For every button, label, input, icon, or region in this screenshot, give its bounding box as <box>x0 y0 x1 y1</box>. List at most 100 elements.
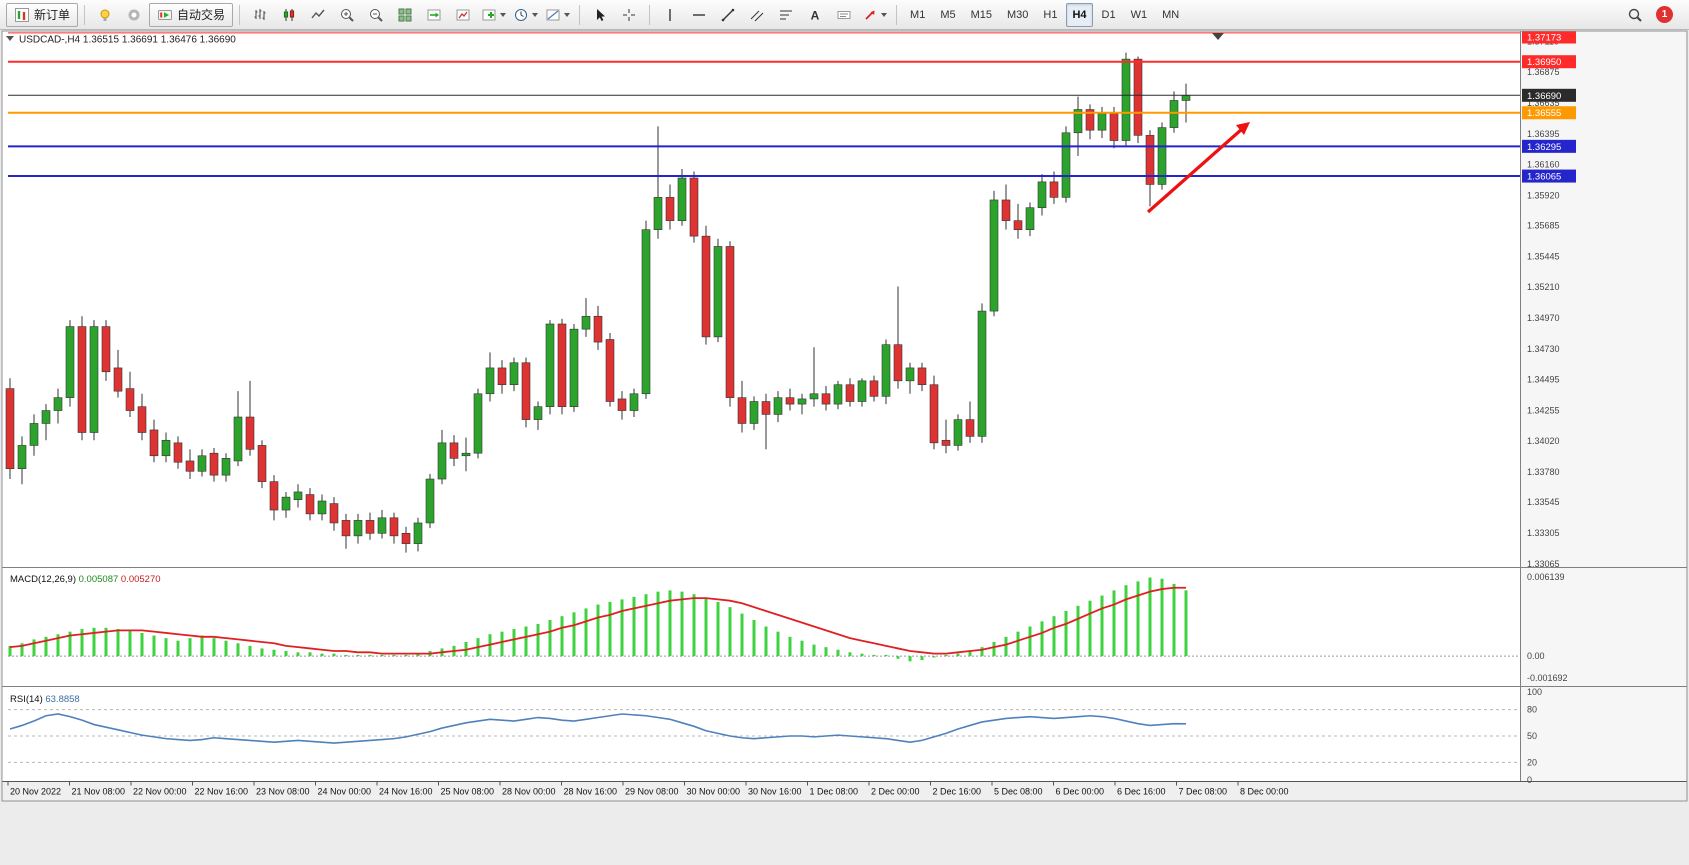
timeframe-m15-button[interactable]: M15 <box>970 8 992 21</box>
svg-text:100: 100 <box>1527 687 1542 697</box>
svg-text:6 Dec 16:00: 6 Dec 16:00 <box>1117 787 1166 797</box>
chart-title: USDCAD-,H4 1.36515 1.36691 1.36476 1.366… <box>6 35 236 46</box>
tile-windows-icon <box>398 8 412 21</box>
autotrade-label: 自动交易 <box>177 8 226 22</box>
svg-text:22 Nov 16:00: 22 Nov 16:00 <box>195 787 249 797</box>
svg-text:1.36635: 1.36635 <box>1527 98 1560 108</box>
toolbar-separator <box>649 4 651 25</box>
timeframe-m5-button[interactable]: M5 <box>940 8 956 21</box>
periods-button[interactable] <box>510 3 541 27</box>
templates-button[interactable] <box>542 3 573 27</box>
signals-button[interactable] <box>91 3 119 27</box>
svg-text:30 Nov 00:00: 30 Nov 00:00 <box>687 787 741 797</box>
svg-text:USDCAD-,H4 1.36515 1.36691 1.: USDCAD-,H4 1.36515 1.36691 1.36476 1.366… <box>19 35 236 46</box>
timeframe-mn-button[interactable]: MN <box>1162 8 1180 21</box>
new-chart-button[interactable] <box>478 3 509 27</box>
fibonacci-tool-button[interactable] <box>772 3 800 27</box>
cursor-icon <box>597 8 606 21</box>
dropdown-caret-icon <box>532 12 539 17</box>
search-button[interactable] <box>1621 3 1649 27</box>
time-scale-labels: 20 Nov 2022 21 Nov 08:00 22 Nov 00:00 22 No… <box>7 781 1289 797</box>
arrows-tool-button[interactable] <box>859 3 890 27</box>
crosshair-button[interactable] <box>615 3 643 27</box>
crosshair-icon <box>623 8 636 21</box>
svg-text:1.35920: 1.35920 <box>1527 190 1560 200</box>
vertical-line-tool-button[interactable] <box>656 3 684 27</box>
svg-text:2 Dec 00:00: 2 Dec 00:00 <box>871 787 920 797</box>
horizontal-line-tool-button[interactable] <box>685 3 713 27</box>
chart-shift-button[interactable] <box>449 3 477 27</box>
one-click-trading-arrow[interactable] <box>6 36 14 41</box>
text-label-tool-button[interactable] <box>830 3 858 27</box>
community-button[interactable] <box>120 3 148 27</box>
new-order-label: 新订单 <box>34 8 71 22</box>
price-scale-area[interactable] <box>1521 31 1687 781</box>
timeframe-m30-button[interactable]: M30 <box>1007 8 1029 21</box>
chart-shift-marker[interactable] <box>1212 33 1224 40</box>
svg-text:1.33780: 1.33780 <box>1527 467 1560 477</box>
time-scale-area[interactable] <box>2 782 1687 801</box>
svg-text:24 Nov 00:00: 24 Nov 00:00 <box>318 787 372 797</box>
auto-scroll-button[interactable] <box>420 3 448 27</box>
svg-text:1.36950: 1.36950 <box>1527 57 1561 68</box>
lightbulb-icon <box>100 9 110 21</box>
trend-arrow[interactable] <box>1146 122 1250 214</box>
timeframe-h1-button[interactable]: H1 <box>1043 8 1058 21</box>
text-tool-button[interactable]: A <box>801 3 829 27</box>
candlestick-series <box>5 52 1191 553</box>
svg-text:5 Dec 08:00: 5 Dec 08:00 <box>994 787 1043 797</box>
new-order-button[interactable]: 新订单 <box>6 2 79 27</box>
dropdown-caret-icon <box>500 12 507 17</box>
chart-canvas[interactable]: 1.371101.368751.366351.363951.361601.359… <box>0 30 1689 865</box>
svg-text:1.34495: 1.34495 <box>1527 374 1560 384</box>
notification-count: 1 <box>1661 9 1668 20</box>
svg-text:30 Nov 16:00: 30 Nov 16:00 <box>748 787 802 797</box>
tile-windows-button[interactable] <box>391 3 419 27</box>
macd-label: MACD(12,26,9) 0.005087 0.005270 <box>10 574 161 585</box>
svg-text:1.34255: 1.34255 <box>1527 405 1560 415</box>
notification-badge[interactable]: 1 <box>1656 6 1673 23</box>
trendline-tool-button[interactable] <box>714 3 742 27</box>
svg-text:1.35445: 1.35445 <box>1527 252 1560 262</box>
timeframe-m1-button[interactable]: M1 <box>910 8 926 21</box>
svg-text:1.36875: 1.36875 <box>1527 67 1560 77</box>
timeframe-d1-button[interactable]: D1 <box>1101 8 1116 21</box>
svg-text:22 Nov 00:00: 22 Nov 00:00 <box>133 787 187 797</box>
svg-text:1.33305: 1.33305 <box>1527 528 1560 538</box>
svg-text:0.006139: 0.006139 <box>1527 572 1565 582</box>
svg-text:80: 80 <box>1527 705 1537 715</box>
macd-signal-line <box>9 586 1186 655</box>
svg-text:A: A <box>811 8 820 22</box>
timeframe-h4-button[interactable]: H4 <box>1066 2 1093 27</box>
autotrade-button[interactable]: 自动交易 <box>149 2 234 27</box>
rsi-scale-labels: 100 80 50 20 0 <box>1527 687 1542 785</box>
svg-text:1.36065: 1.36065 <box>1527 172 1561 183</box>
svg-text:6 Dec 00:00: 6 Dec 00:00 <box>1056 787 1105 797</box>
text-tool-icon: A <box>811 8 820 22</box>
channel-tool-button[interactable] <box>743 3 771 27</box>
toolbar-separator <box>239 4 241 25</box>
chart-shift-icon <box>456 9 470 20</box>
svg-text:24 Nov 16:00: 24 Nov 16:00 <box>379 787 433 797</box>
line-chart-button[interactable] <box>304 3 332 27</box>
svg-text:1.33545: 1.33545 <box>1527 497 1560 507</box>
candlestick-chart-button[interactable] <box>275 3 303 27</box>
svg-text:1.35210: 1.35210 <box>1527 282 1560 292</box>
zoom-out-button[interactable] <box>362 3 390 27</box>
svg-text:-0.001692: -0.001692 <box>1527 673 1568 683</box>
bar-chart-icon <box>254 8 266 20</box>
candlestick-chart-icon <box>283 8 295 21</box>
price-level-label-1.36690: 1.36690 <box>1522 88 1576 102</box>
cursor-button[interactable] <box>586 3 614 27</box>
timeframe-w1-button[interactable]: W1 <box>1130 8 1148 21</box>
chart-background[interactable] <box>2 31 1687 781</box>
svg-text:0: 0 <box>1527 775 1532 785</box>
line-chart-icon <box>311 9 325 18</box>
dropdown-caret-icon <box>881 12 888 17</box>
auto-scroll-icon <box>427 9 441 20</box>
svg-text:20: 20 <box>1527 757 1537 767</box>
zoom-in-button[interactable] <box>333 3 361 27</box>
vertical-line-icon <box>669 8 671 21</box>
svg-text:25 Nov 08:00: 25 Nov 08:00 <box>441 787 495 797</box>
bar-chart-button[interactable] <box>246 3 274 27</box>
